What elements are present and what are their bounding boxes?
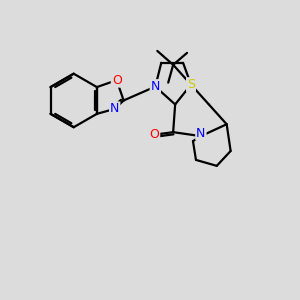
Text: S: S (187, 78, 195, 91)
Text: N: N (151, 80, 160, 93)
Text: O: O (112, 74, 122, 87)
Text: N: N (110, 102, 119, 116)
Text: O: O (149, 128, 159, 141)
Text: N: N (196, 127, 206, 140)
